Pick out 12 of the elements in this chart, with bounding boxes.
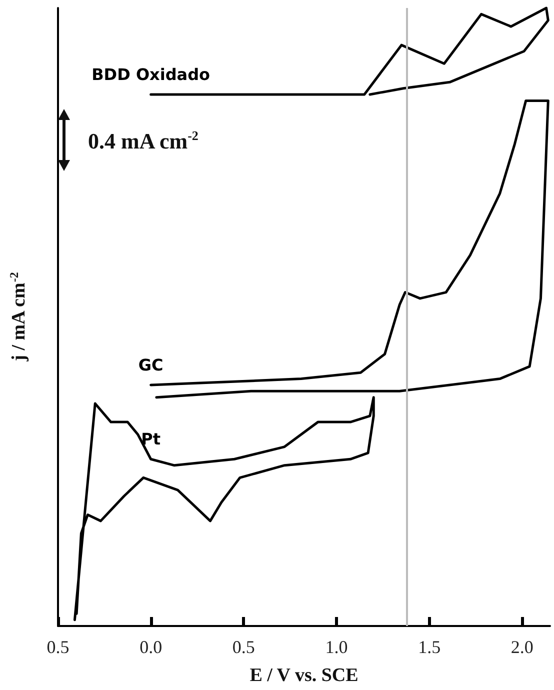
x-tick-label: 1.5 — [418, 637, 441, 657]
x-tick-label: 0.5 — [46, 637, 70, 657]
y-axis-title: j / mA cm-2 — [7, 272, 30, 362]
x-tick-label: 1.0 — [325, 637, 348, 657]
x-axis-title: E / V vs. SCE — [250, 665, 358, 686]
x-tick-label: 0.0 — [140, 637, 162, 657]
series-label: BDD Oxidado — [92, 65, 210, 84]
x-tick-label: 2.0 — [510, 637, 534, 657]
annotation: 0.4 mA cm$^{-2}$ — [88, 128, 198, 154]
x-tick-label: 0.5 — [232, 637, 255, 657]
series-label: GC — [138, 355, 164, 374]
series-label: Pt — [141, 430, 161, 449]
